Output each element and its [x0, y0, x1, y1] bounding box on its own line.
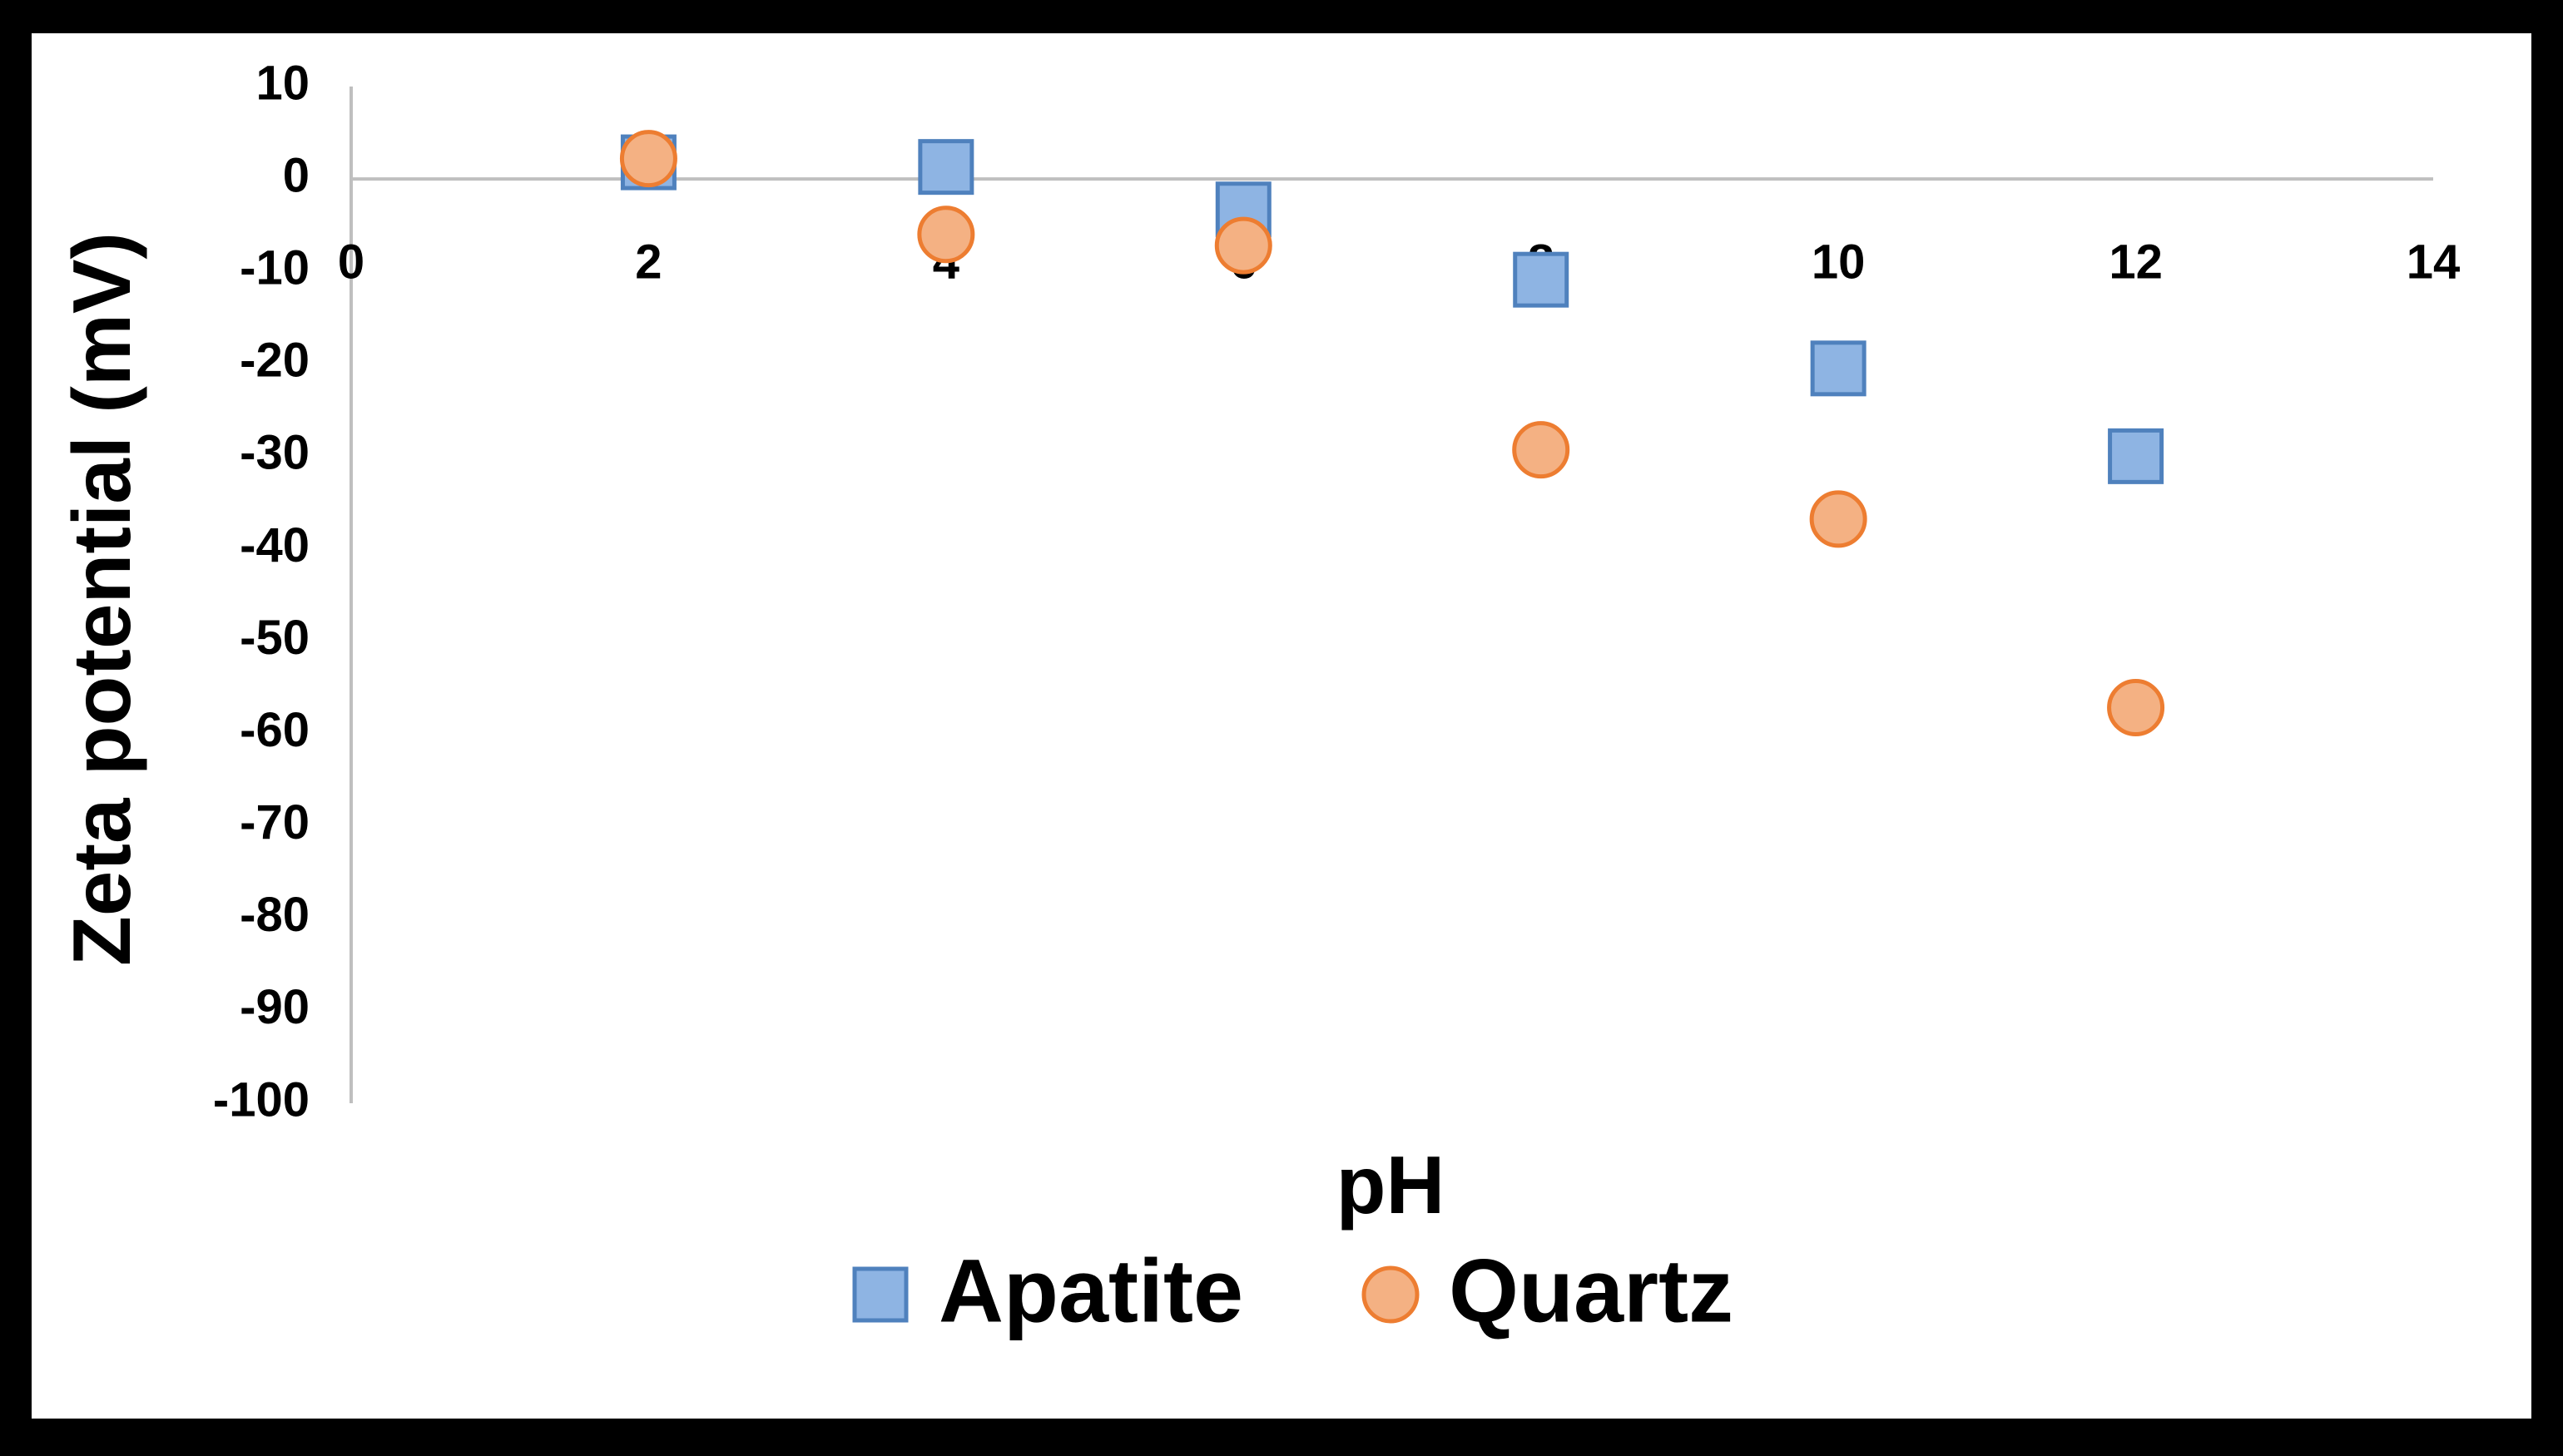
y-tick-label: -80: [240, 888, 310, 942]
y-tick-label: -40: [240, 518, 310, 572]
data-point: [1810, 340, 1866, 397]
data-point: [918, 139, 974, 196]
x-tick-label: 12: [2109, 235, 2163, 289]
y-tick-label: -30: [240, 426, 310, 480]
data-point: [1513, 251, 1569, 308]
legend-marker: [1361, 1265, 1420, 1324]
data-point: [2108, 428, 2164, 484]
data-point: [1809, 490, 1867, 548]
data-point: [2107, 679, 2165, 737]
x-axis-title: pH: [1336, 1139, 1445, 1231]
y-tick-label: 10: [255, 56, 310, 110]
y-tick-label: -60: [240, 703, 310, 757]
y-tick-label: 0: [283, 148, 310, 202]
y-axis-title: Zeta potential (mV): [56, 232, 147, 966]
y-tick-label: -90: [240, 980, 310, 1034]
y-tick-label: -70: [240, 795, 310, 849]
x-tick-label: 14: [2407, 235, 2461, 289]
y-tick-label: -10: [240, 241, 310, 295]
y-tick-label: -50: [240, 611, 310, 665]
data-point: [1214, 216, 1272, 275]
legend-label: Quartz: [1449, 1241, 1733, 1341]
x-tick-label: 2: [635, 235, 662, 289]
data-point: [619, 130, 677, 188]
x-tick-label: 10: [1812, 235, 1866, 289]
y-tick-label: -100: [213, 1072, 310, 1127]
legend-label: Apatite: [939, 1241, 1243, 1341]
data-point: [917, 206, 975, 264]
y-tick-label: -20: [240, 334, 310, 388]
legend-marker: [852, 1266, 909, 1323]
x-tick-label: 0: [338, 235, 364, 289]
data-point: [1512, 421, 1570, 479]
